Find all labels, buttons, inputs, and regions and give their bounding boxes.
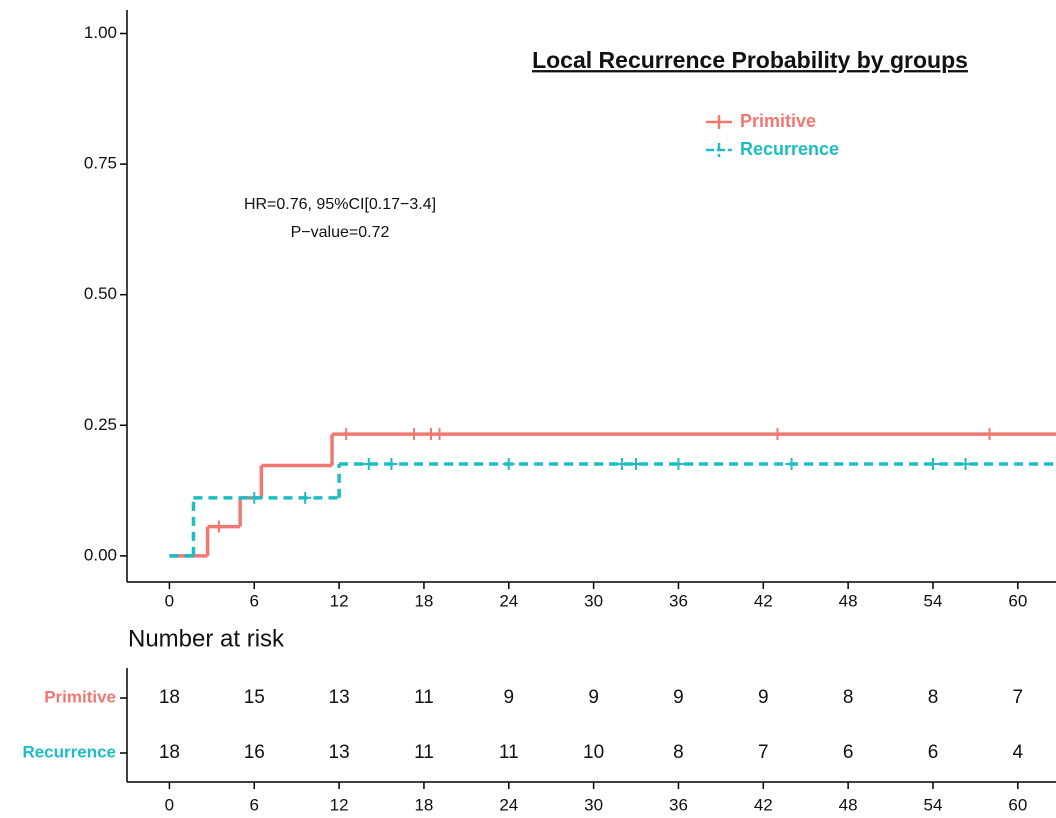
censor-mark (299, 491, 312, 504)
risk-x-tick-label: 12 (330, 795, 349, 814)
y-tick-label: 0.50 (84, 284, 117, 303)
risk-x-tick-label: 0 (165, 795, 174, 814)
x-tick-label: 12 (330, 591, 349, 610)
censor-mark (785, 457, 798, 470)
annotation: P−value=0.72 (291, 224, 390, 241)
x-tick-label: 18 (414, 591, 433, 610)
risk-x-tick-label: 54 (924, 795, 943, 814)
y-tick-label: 1.00 (84, 23, 117, 42)
censor-mark (212, 520, 225, 533)
risk-count: 9 (503, 687, 514, 708)
risk-count: 6 (843, 742, 854, 763)
y-tick-label: 0.75 (84, 154, 117, 173)
risk-x-tick-label: 30 (584, 795, 603, 814)
risk-count: 6 (928, 742, 939, 763)
legend-label: Primitive (740, 111, 816, 131)
risk-count: 18 (159, 742, 180, 763)
risk-x-tick-label: 42 (754, 795, 773, 814)
legend-key (706, 115, 732, 129)
risk-count: 13 (329, 742, 350, 763)
risk-x-tick-label: 18 (414, 795, 433, 814)
risk-count: 8 (843, 687, 854, 708)
x-tick-label: 30 (584, 591, 603, 610)
x-tick-label: 24 (499, 591, 518, 610)
risk-count: 9 (758, 687, 769, 708)
censor-mark (502, 457, 515, 470)
risk-count: 13 (329, 687, 350, 708)
x-tick-label: 54 (924, 591, 943, 610)
risk-count: 11 (414, 687, 434, 708)
x-tick-label: 42 (754, 591, 773, 610)
risk-table-title: Number at risk (128, 625, 285, 652)
risk-x-tick-label: 60 (1008, 795, 1027, 814)
censor-mark (926, 457, 939, 470)
risk-count: 9 (588, 687, 599, 708)
risk-count: 4 (1013, 742, 1024, 763)
risk-count: 8 (928, 687, 939, 708)
legend-label: Recurrence (740, 139, 839, 159)
risk-count: 15 (244, 687, 265, 708)
censor-mark (959, 457, 972, 470)
risk-x-tick-label: 6 (250, 795, 259, 814)
risk-count: 16 (244, 742, 265, 763)
risk-x-tick-label: 24 (499, 795, 518, 814)
censor-mark (771, 428, 784, 441)
censor-mark (248, 491, 261, 504)
censor-mark (385, 457, 398, 470)
y-tick-label: 0.25 (84, 415, 117, 434)
chart-title: Local Recurrence Probability by groups (532, 47, 968, 73)
censor-mark (672, 457, 685, 470)
risk-count: 10 (583, 742, 604, 763)
risk-count: 8 (673, 742, 684, 763)
risk-count: 11 (414, 742, 434, 763)
risk-count: 11 (499, 742, 519, 763)
risk-x-tick-label: 36 (669, 795, 688, 814)
censor-mark (615, 457, 628, 470)
censor-mark (983, 428, 996, 441)
risk-count: 18 (159, 687, 180, 708)
x-tick-label: 60 (1008, 591, 1027, 610)
x-tick-label: 6 (250, 591, 259, 610)
censor-mark (362, 457, 375, 470)
censor-mark (630, 457, 643, 470)
risk-x-tick-label: 48 (839, 795, 858, 814)
censor-mark (340, 428, 353, 441)
risk-row-label: Primitive (44, 687, 116, 706)
risk-count: 7 (758, 742, 769, 763)
x-tick-label: 36 (669, 591, 688, 610)
censor-mark (408, 428, 421, 441)
censor-mark (433, 428, 446, 441)
risk-count: 9 (673, 687, 684, 708)
legend-key (706, 143, 732, 157)
y-tick-label: 0.00 (84, 545, 117, 564)
annotation: HR=0.76, 95%CI[0.17−3.4] (244, 196, 436, 213)
risk-count: 7 (1013, 687, 1024, 708)
risk-row-label: Recurrence (22, 742, 116, 761)
x-tick-label: 0 (165, 591, 174, 610)
x-tick-label: 48 (839, 591, 858, 610)
